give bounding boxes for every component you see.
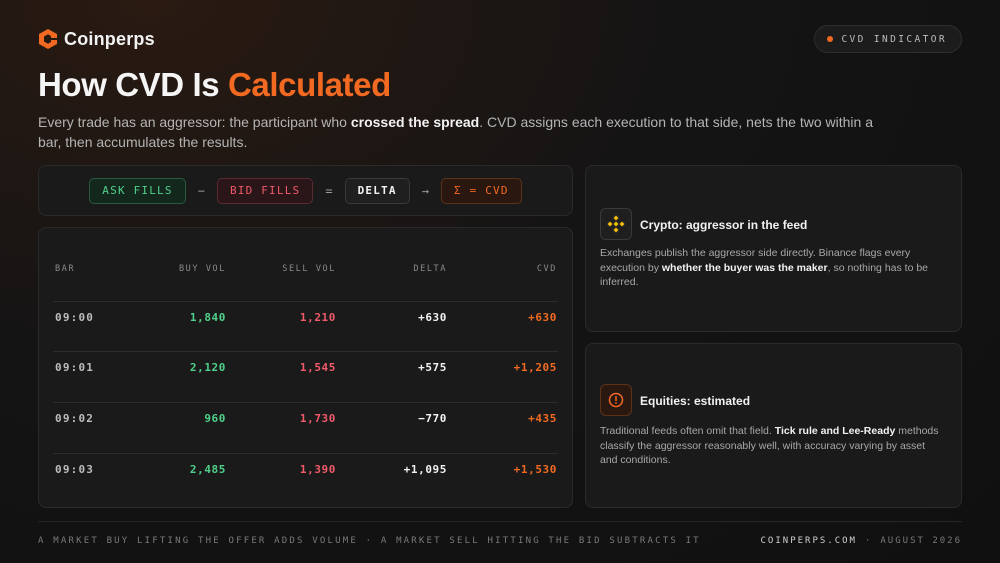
cvd-table: BAR BUY VOL SELL VOL DELTA CVD 09:00 1,8… [38, 227, 573, 508]
cell-buy-vol: 2,485 [189, 463, 226, 476]
row-divider [53, 301, 558, 302]
cell-bar: 09:03 [55, 463, 95, 476]
ask-fills-pill: ASK FILLS [89, 177, 186, 204]
header-buy-vol: BUY VOL [178, 264, 226, 274]
row-divider [53, 453, 558, 454]
subtitle-part2: . CVD assigns each execution to that sid… [38, 114, 874, 150]
equities-body-part1: Traditional feeds often omit that field. [600, 425, 775, 437]
brand: Coinperps [38, 28, 155, 50]
bid-fills-pill: BID FILLS [216, 177, 314, 204]
header-sell-vol: SELL VOL [282, 264, 336, 274]
delta-pill: DELTA [344, 177, 410, 204]
crypto-body-part2: , so nothing has to be inferred. [600, 261, 929, 289]
brand-name: Coinperps [64, 28, 155, 49]
footer-separator: · [864, 536, 873, 546]
footer-date: AUGUST 2026 [880, 536, 962, 546]
cell-sell-vol: 1,730 [299, 412, 336, 425]
title-accent: Calculated [227, 66, 391, 103]
crypto-card: Crypto: aggressor in the feed Exchanges … [585, 165, 962, 332]
coinperps-logo-icon [39, 29, 57, 49]
equities-body-bold: Tick rule and Lee-Ready [774, 425, 896, 437]
cell-cvd: +435 [528, 412, 557, 425]
equities-card: Equities: estimated Traditional feeds of… [585, 343, 962, 508]
footer-meta: COINPERPS.COM · AUGUST 2026 [761, 536, 962, 546]
page-subtitle: Every trade has an aggressor: the partic… [38, 112, 898, 152]
crypto-card-title: Crypto: aggressor in the feed [640, 218, 808, 232]
cell-delta: −770 [418, 412, 447, 425]
equities-card-body: Traditional feeds often omit that field.… [600, 424, 945, 468]
subtitle-part1: Every trade has an aggressor: the partic… [38, 114, 351, 130]
equities-body-part2: methods classify the aggressor reasonabl… [600, 425, 939, 466]
cvd-indicator-badge: CVD INDICATOR [814, 25, 962, 53]
cell-cvd: +1,530 [513, 463, 557, 476]
formula-panel: ASK FILLS − BID FILLS = DELTA → Σ = CVD [38, 165, 573, 216]
cell-bar: 09:02 [55, 412, 95, 425]
cvd-pill: Σ = CVD [440, 177, 522, 204]
cell-bar: 09:00 [55, 311, 95, 324]
badge-label: CVD INDICATOR [841, 33, 947, 45]
row-divider [53, 402, 558, 403]
header-delta: DELTA [413, 264, 447, 274]
title-prefix: How CVD Is [38, 66, 228, 103]
footer-note: A MARKET BUY LIFTING THE OFFER ADDS VOLU… [38, 536, 701, 546]
cell-delta: +1,095 [403, 463, 447, 476]
page-title: How CVD Is Calculated [38, 66, 391, 104]
footer-site-link[interactable]: COINPERPS.COM [760, 536, 857, 546]
alert-circle-icon [600, 384, 632, 416]
cell-buy-vol: 1,840 [189, 311, 226, 324]
cell-bar: 09:01 [55, 361, 95, 374]
header-cvd: CVD [536, 264, 557, 274]
crypto-body-part1: Exchanges publish the aggressor side dir… [600, 247, 911, 274]
row-divider [53, 351, 558, 352]
crypto-body-bold: whether the buyer was the maker [661, 261, 828, 274]
subtitle-bold: crossed the spread [350, 114, 480, 130]
footer-divider [38, 521, 962, 522]
cell-cvd: +1,205 [513, 361, 557, 374]
arrow-icon: → [421, 183, 429, 198]
cell-sell-vol: 1,210 [299, 311, 336, 324]
crypto-card-body: Exchanges publish the aggressor side dir… [600, 246, 945, 290]
cell-cvd: +630 [528, 311, 557, 324]
minus-operator: − [197, 183, 205, 198]
binance-icon [600, 208, 632, 240]
cell-buy-vol: 960 [204, 412, 226, 425]
cell-sell-vol: 1,545 [299, 361, 336, 374]
equities-card-title: Equities: estimated [640, 394, 751, 408]
equals-operator: = [325, 183, 333, 198]
cell-sell-vol: 1,390 [299, 463, 336, 476]
header-bar: BAR [55, 264, 76, 274]
cell-delta: +575 [418, 361, 447, 374]
status-dot-icon [827, 36, 834, 42]
cell-buy-vol: 2,120 [189, 361, 226, 374]
cell-delta: +630 [418, 311, 447, 324]
